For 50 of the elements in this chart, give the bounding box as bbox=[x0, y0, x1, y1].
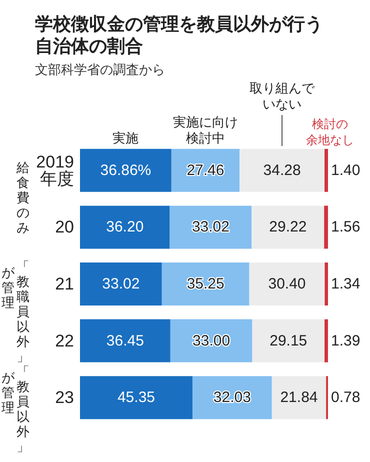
y-tick-label: 23 bbox=[55, 388, 74, 408]
bar bbox=[324, 148, 328, 192]
data-label: 36.86% bbox=[100, 162, 152, 179]
data-label: 30.40 bbox=[268, 276, 306, 292]
y-tick-label: 21 bbox=[55, 274, 74, 294]
data-label: 1.34 bbox=[331, 276, 360, 292]
chart-subtitle: 文部科学省の調査から bbox=[35, 62, 165, 77]
data-label: 29.15 bbox=[270, 332, 308, 350]
data-label: 35.25 bbox=[186, 276, 224, 292]
y-tick-label: 2019年度 bbox=[36, 152, 74, 188]
data-label: 1.39 bbox=[330, 332, 360, 350]
data-label: 36.20 bbox=[106, 218, 144, 236]
data-label: 21.84 bbox=[280, 389, 318, 406]
text: 給食費のみ bbox=[16, 161, 30, 236]
data-label: 29.22 bbox=[269, 218, 307, 236]
data-label: 33.02 bbox=[102, 276, 140, 292]
data-label: 33.02 bbox=[192, 218, 230, 236]
data-label: 27.46 bbox=[186, 162, 224, 179]
y-tick-label: 22 bbox=[55, 331, 74, 350]
bar bbox=[324, 206, 328, 249]
bar bbox=[252, 319, 325, 362]
bar bbox=[80, 148, 172, 192]
bar bbox=[324, 262, 328, 306]
series-label: 検討の余地なし bbox=[306, 117, 354, 147]
series-label: 実施に向け検討中 bbox=[172, 114, 238, 146]
data-label: 1.56 bbox=[331, 218, 360, 236]
text: が管理 bbox=[1, 264, 15, 311]
text: 「教員以外」 bbox=[16, 364, 30, 455]
bar bbox=[324, 319, 328, 362]
data-label: 34.28 bbox=[263, 162, 301, 179]
y-tick-label: 20 bbox=[55, 218, 74, 237]
chart-title: 学校徴収金の管理を教員以外が行う自治体の割合 bbox=[35, 14, 323, 56]
text: が管理 bbox=[1, 370, 15, 416]
bar bbox=[240, 148, 325, 192]
bar bbox=[272, 376, 326, 420]
data-label: 45.35 bbox=[117, 389, 156, 406]
bar bbox=[80, 376, 192, 420]
text: 取り組んでいない bbox=[250, 80, 316, 112]
series-label: 実施 bbox=[112, 130, 139, 146]
data-label: 33.00 bbox=[192, 332, 230, 350]
data-label: 0.78 bbox=[331, 389, 360, 406]
bar bbox=[249, 262, 325, 306]
bar bbox=[80, 319, 170, 362]
bar bbox=[80, 262, 162, 306]
data-label: 1.40 bbox=[331, 162, 360, 179]
bar bbox=[80, 206, 170, 249]
text: 「教職員以外」 bbox=[16, 260, 30, 365]
data-label: 36.45 bbox=[106, 332, 144, 350]
bar bbox=[252, 206, 324, 249]
data-label: 32.03 bbox=[213, 389, 251, 406]
